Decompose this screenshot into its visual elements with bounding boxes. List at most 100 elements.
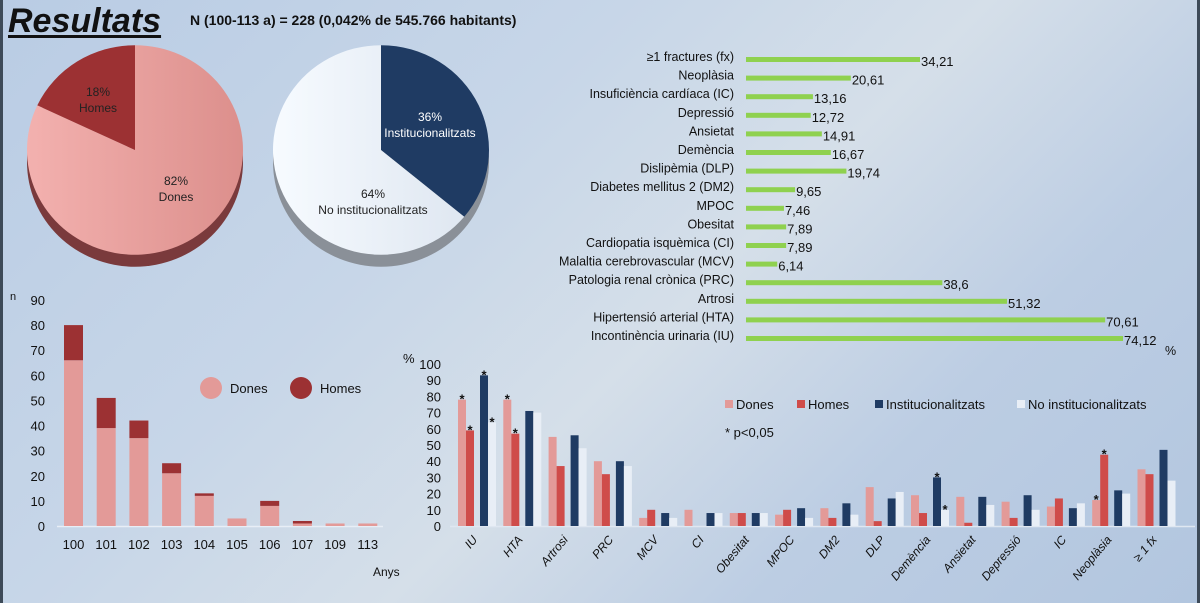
legend-swatch-dones: [200, 377, 222, 399]
bar-inst: [480, 375, 488, 526]
bar-category-label: ≥1 fractures (fx): [647, 50, 734, 64]
y-tick-label: 50: [31, 393, 45, 408]
bar-noinst: [1031, 509, 1040, 526]
x-tick-label: MCV: [634, 532, 663, 562]
bar-dones: [911, 495, 919, 526]
bar-noinst: [1122, 493, 1131, 526]
x-tick-label: 109: [324, 537, 346, 552]
legend-swatch: [725, 400, 733, 408]
bar-dones: [194, 495, 214, 526]
y-tick-label: 40: [31, 419, 45, 434]
bar-value-label: 74,12: [1124, 333, 1157, 348]
x-tick-label: Obesitat: [713, 532, 753, 576]
bar-value-label: 7,89: [787, 221, 812, 236]
significance-marker: *: [481, 367, 487, 382]
legend-label: No institucionalitzats: [1028, 397, 1147, 412]
bar-dones: [820, 508, 829, 526]
bar-inst: [1023, 495, 1032, 526]
pie-label-pct: 82%: [164, 174, 188, 188]
bar-inst: [525, 410, 534, 526]
x-tick-label: Ansietat: [939, 532, 979, 575]
bar-noinst: [941, 509, 949, 526]
y-tick-label: 30: [31, 444, 45, 459]
x-tick-label: 104: [193, 537, 215, 552]
bar-category-label: Diabetes mellitus 2 (DM2): [590, 180, 734, 194]
significance-note: * p<0,05: [725, 425, 774, 440]
legend-swatch: [875, 400, 883, 408]
bar-homes: [1145, 474, 1154, 526]
pie-label: Homes: [79, 101, 117, 115]
bar-homes: [96, 397, 116, 429]
pie-label-pct: 36%: [418, 110, 442, 124]
bar-dones: [1001, 501, 1010, 526]
left-frame: [0, 0, 3, 603]
bar-homes: [556, 466, 565, 526]
bar-dones: [775, 514, 784, 526]
bar-inst: [661, 513, 670, 526]
pie-label: No institucionalitzats: [318, 203, 427, 217]
pie-slice-dones: [26, 45, 243, 255]
y-tick-label: 10: [427, 503, 441, 518]
x-tick-label: ≥ 1 fx: [1130, 532, 1160, 564]
comorbidity-bar-chart: ≥1 fractures (fx) 34,21 Neoplàsia 20,61 Insu…: [559, 50, 1176, 358]
y-tick-label: 80: [427, 389, 441, 404]
bar-dones: [358, 523, 378, 526]
bar-inst: [751, 513, 760, 526]
legend-swatch: [1017, 400, 1025, 408]
bar-homes: [873, 521, 882, 526]
legend-label: Institucionalitzats: [886, 397, 985, 412]
bar-category-label: Artrosi: [698, 292, 734, 306]
bar-dones: [458, 399, 466, 526]
y-axis-label: %: [403, 351, 415, 366]
significance-marker: *: [934, 469, 940, 484]
bar-noinst: [1076, 503, 1085, 526]
bar-noinst: [578, 448, 587, 526]
x-tick-label: Demència: [888, 533, 934, 584]
x-tick-label: 106: [259, 537, 281, 552]
x-tick-label: 103: [161, 537, 183, 552]
bar-category-label: Demència: [678, 143, 734, 157]
y-tick-label: 40: [427, 454, 441, 469]
bar-homes: [292, 520, 312, 524]
significance-marker: *: [505, 392, 511, 407]
bar: [746, 187, 796, 193]
bar-dones: [96, 428, 116, 526]
bar-dones: [64, 360, 83, 526]
bar-homes: [466, 430, 474, 526]
right-frame: [1197, 0, 1200, 603]
bar-noinst: [714, 513, 723, 526]
x-tick-label: DLP: [862, 533, 888, 560]
bar-dones: [1046, 506, 1055, 526]
bar: [746, 75, 851, 81]
bar: [746, 261, 778, 267]
y-tick-label: 70: [31, 343, 45, 358]
pie-slice: [272, 45, 465, 255]
y-tick-label: 90: [31, 293, 45, 308]
bar-homes: [1054, 498, 1063, 526]
bar-inst: [706, 513, 715, 526]
bar-dones: [956, 496, 965, 526]
bar-value-label: 9,65: [796, 184, 821, 199]
page-subtitle: N (100-113 a) = 228 (0,042% de 545.766 h…: [190, 12, 517, 28]
bar-dones: [292, 523, 312, 526]
bar-category-label: Incontinència urinaria (IU): [591, 329, 734, 343]
pie-slice-homes: [37, 45, 135, 150]
bar-homes: [64, 325, 83, 361]
pie-label-pct: 18%: [86, 85, 110, 99]
bar-category-label: MPOC: [697, 199, 735, 213]
bar-inst: [842, 503, 851, 526]
bar-inst: [978, 496, 987, 526]
bar-dones: [1137, 469, 1146, 526]
x-tick-label: 102: [128, 537, 150, 552]
bar-category-label: Patologia renal crònica (PRC): [569, 273, 734, 287]
bar-category-label: Insuficiència cardíaca (IC): [589, 87, 734, 101]
x-tick-label: 105: [226, 537, 248, 552]
x-tick-label: 101: [95, 537, 117, 552]
bar-dones: [129, 438, 149, 526]
bar-category-label: Hipertensió arterial (HTA): [593, 310, 734, 324]
y-tick-label: 100: [419, 357, 441, 372]
bar-homes: [737, 513, 746, 526]
bar-homes: [964, 522, 973, 526]
pie-institution: 36% Institucionalitzats 64% No instituciona…: [272, 45, 489, 267]
bar-inst: [1159, 449, 1168, 526]
